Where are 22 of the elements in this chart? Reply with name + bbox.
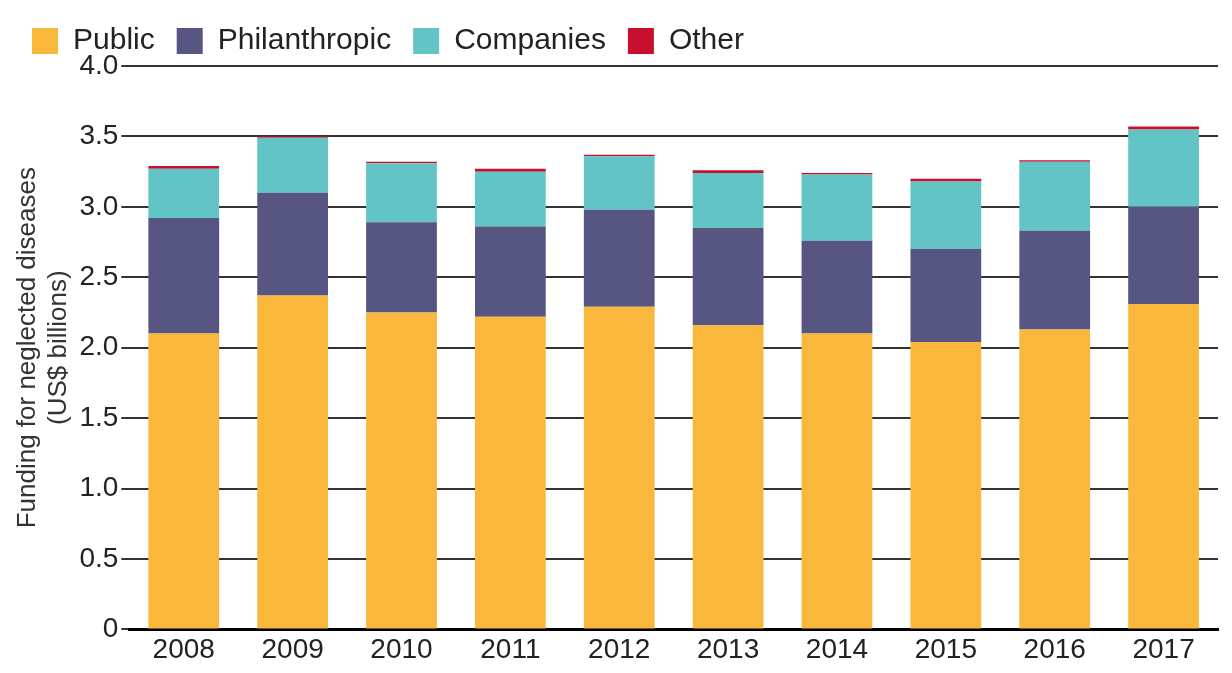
x-tick-label: 2009 bbox=[261, 632, 324, 664]
legend-label: Philanthropic bbox=[217, 22, 392, 56]
y-tick-label: 1.5 bbox=[79, 400, 119, 432]
y-axis-title: Funding for neglected diseases (US$ billions) bbox=[10, 167, 72, 529]
x-tick-label: 2014 bbox=[805, 632, 869, 664]
x-tick-label: 2015 bbox=[914, 632, 977, 664]
x-tick-label: 2017 bbox=[1132, 632, 1195, 664]
x-tick-label: 2016 bbox=[1023, 632, 1086, 664]
x-tick-label: 2008 bbox=[152, 632, 215, 664]
y-tick-label: 0.5 bbox=[79, 541, 119, 573]
legend-label: Companies bbox=[454, 22, 606, 56]
y-tick-label: 2.5 bbox=[79, 259, 119, 291]
y-tick-label: 1.0 bbox=[79, 471, 119, 503]
x-tick-label: 2012 bbox=[588, 632, 651, 664]
x-tick-label: 2010 bbox=[370, 632, 433, 664]
legend-label: Other bbox=[668, 22, 744, 56]
x-tick-label: 2011 bbox=[480, 632, 541, 664]
y-tick-label: 3.5 bbox=[79, 119, 119, 151]
y-tick-label: 3.0 bbox=[79, 189, 119, 221]
y-tick-label: 0 bbox=[102, 612, 119, 644]
x-tick-label: 2013 bbox=[696, 632, 760, 664]
y-tick-label: 2.0 bbox=[79, 330, 119, 362]
